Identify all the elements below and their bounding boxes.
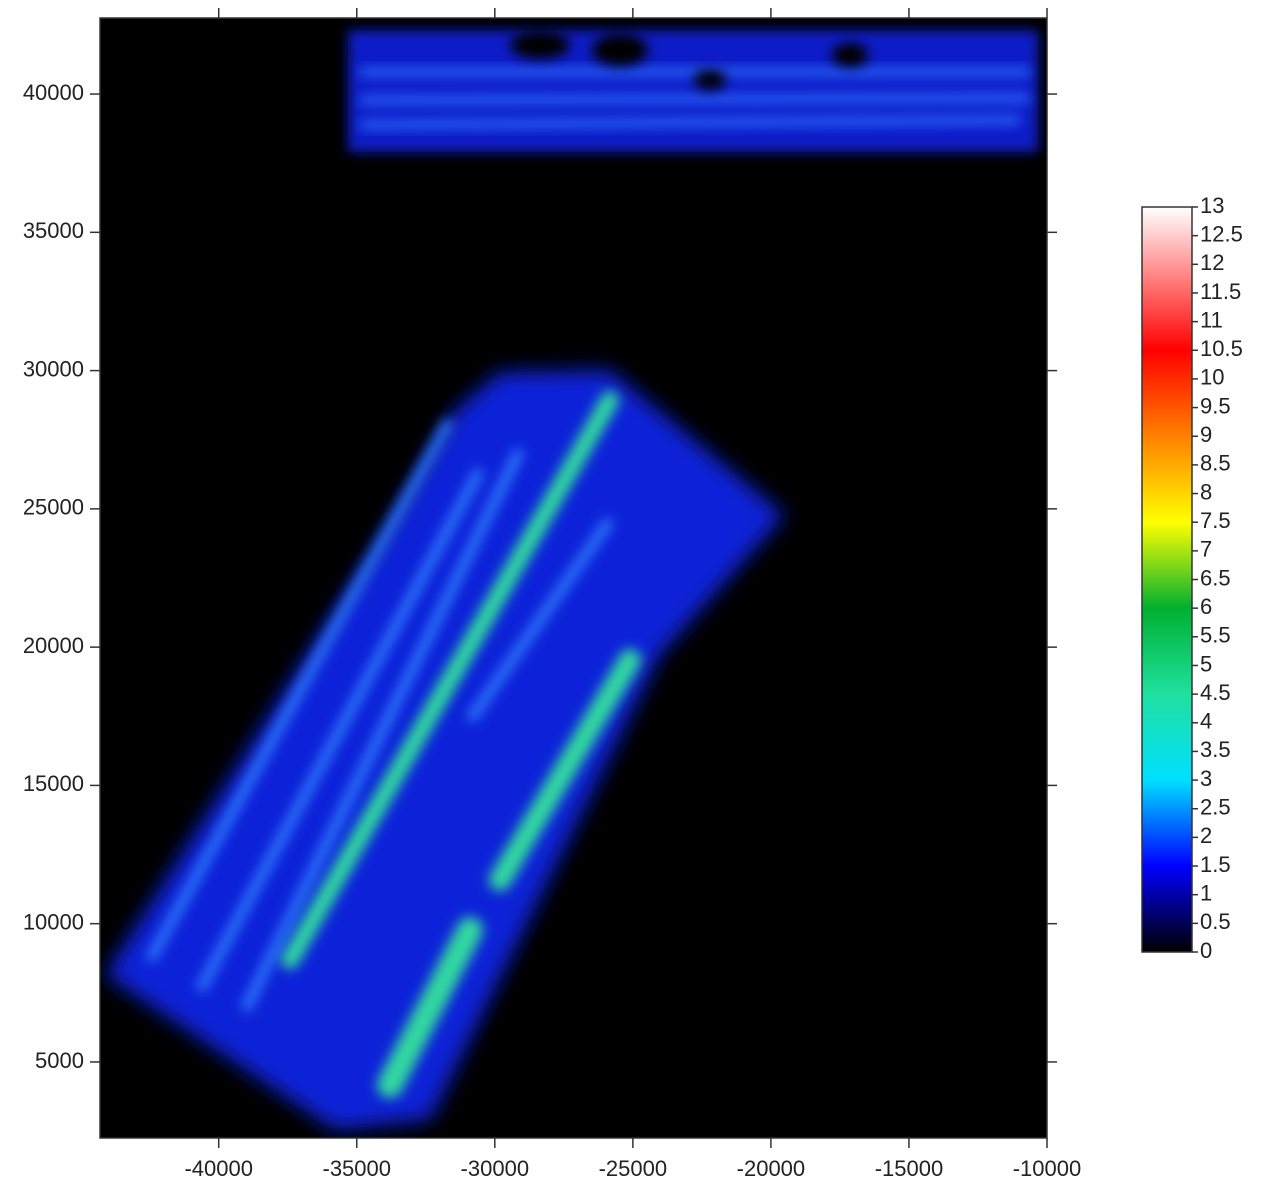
colorbar-tick-label: 10 bbox=[1200, 365, 1224, 390]
x-tick-label: -15000 bbox=[875, 1156, 944, 1181]
plot-frame bbox=[99, 17, 1048, 1139]
colorbar-tick-label: 2.5 bbox=[1200, 795, 1231, 820]
colorbar bbox=[1141, 206, 1193, 953]
y-tick-label: 35000 bbox=[23, 218, 84, 243]
y-tick-label: 20000 bbox=[23, 633, 84, 658]
colorbar-tick-label: 10.5 bbox=[1200, 336, 1243, 361]
x-tick-label: -30000 bbox=[461, 1156, 530, 1181]
colorbar-tick-label: 3 bbox=[1200, 766, 1212, 791]
colorbar-tick-label: 4.5 bbox=[1200, 680, 1231, 705]
colorbar-tick-label: 8 bbox=[1200, 479, 1212, 504]
colorbar-tick-label: 6.5 bbox=[1200, 565, 1231, 590]
colorbar-tick-label: 12 bbox=[1200, 250, 1224, 275]
x-tick-label: -10000 bbox=[1013, 1156, 1082, 1181]
y-tick-label: 40000 bbox=[23, 80, 84, 105]
x-tick-label: -40000 bbox=[184, 1156, 253, 1181]
colorbar-tick-label: 5 bbox=[1200, 651, 1212, 676]
y-tick-label: 5000 bbox=[35, 1048, 84, 1073]
colorbar-tick-label: 1 bbox=[1200, 881, 1212, 906]
y-tick-label: 30000 bbox=[23, 356, 84, 381]
x-tick-label: -25000 bbox=[599, 1156, 668, 1181]
colorbar-tick-label: 9.5 bbox=[1200, 393, 1231, 418]
colorbar-tick-label: 11 bbox=[1200, 307, 1223, 332]
y-tick-label: 15000 bbox=[23, 771, 84, 796]
y-tick-label: 25000 bbox=[23, 495, 84, 520]
colorbar-tick-label: 4 bbox=[1200, 709, 1212, 734]
x-tick-label: -35000 bbox=[323, 1156, 392, 1181]
colorbar-tick-label: 6 bbox=[1200, 594, 1212, 619]
colorbar-tick-label: 7 bbox=[1200, 537, 1212, 562]
colorbar-tick-label: 7.5 bbox=[1200, 508, 1231, 533]
colorbar-tick-label: 0.5 bbox=[1200, 909, 1231, 934]
swath-lines bbox=[145, 417, 615, 1013]
survey-image bbox=[105, 30, 1038, 1130]
colorbar-tick-label: 13 bbox=[1200, 193, 1224, 218]
colorbar-tick-label: 5.5 bbox=[1200, 623, 1231, 648]
colorbar-tick-label: 3.5 bbox=[1200, 737, 1231, 762]
swath-highs bbox=[281, 391, 641, 1098]
colorbar-tick-label: 9 bbox=[1200, 422, 1212, 447]
colorbar-tick-label: 2 bbox=[1200, 823, 1212, 848]
colorbar-tick-label: 12.5 bbox=[1200, 221, 1243, 246]
survey-strip bbox=[348, 30, 1038, 152]
strip-lines bbox=[359, 68, 1031, 129]
strip-gaps bbox=[510, 31, 868, 90]
x-tick-label: -20000 bbox=[737, 1156, 806, 1181]
colorbar-tick-label: 8.5 bbox=[1200, 451, 1231, 476]
y-tick-label: 10000 bbox=[23, 909, 84, 934]
colorbar-tick-label: 11.5 bbox=[1200, 279, 1241, 304]
colorbar-tick-label: 1.5 bbox=[1200, 852, 1231, 877]
colorbar-tick-label: 0 bbox=[1200, 938, 1212, 963]
